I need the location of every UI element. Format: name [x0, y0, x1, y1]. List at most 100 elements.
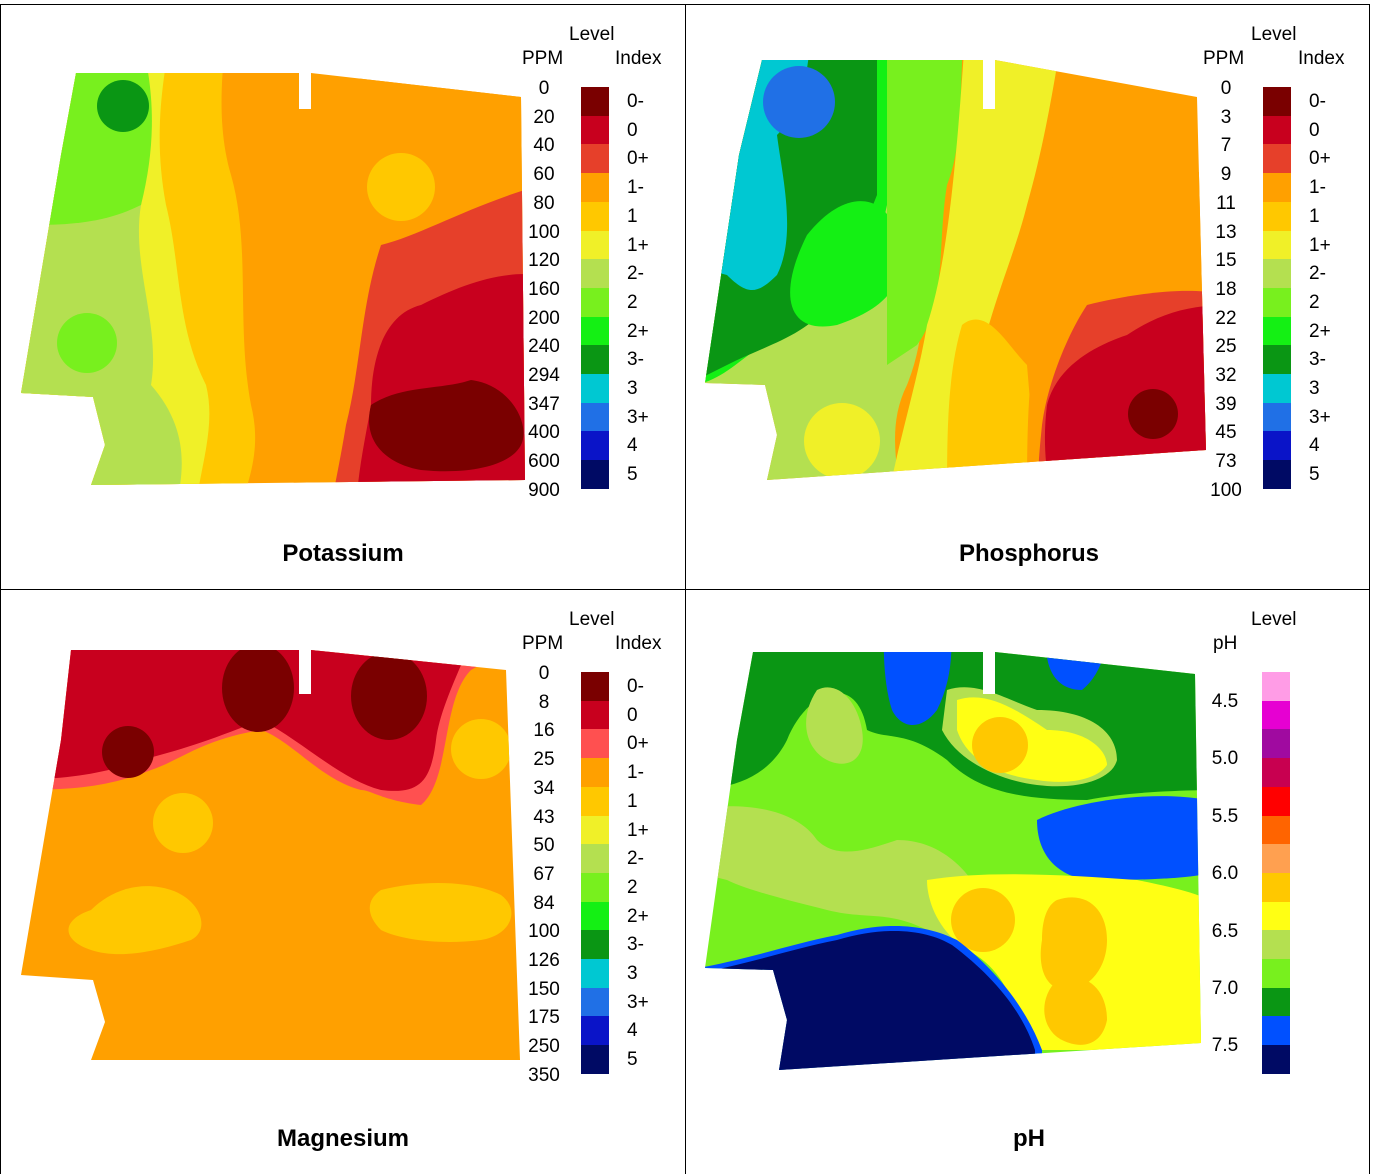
legend-value: 400: [528, 422, 560, 444]
legend-index: 3+: [1309, 406, 1331, 428]
legend-index: 0+: [1309, 148, 1331, 170]
legend-value: 350: [528, 1064, 560, 1086]
legend-swatch: [1262, 987, 1290, 1017]
legend-swatch: [581, 402, 609, 432]
legend-value: 60: [533, 164, 555, 186]
legend-index: 0: [1309, 119, 1320, 141]
legend-value: 6.0: [1211, 863, 1239, 885]
legend-index: 0+: [627, 148, 649, 170]
ph-legend-level-header: Level: [1251, 609, 1297, 630]
legend-swatch: [581, 345, 609, 375]
legend-value: 5.5: [1211, 805, 1239, 827]
legend-value: 15: [1215, 250, 1237, 272]
legend-swatch: [1262, 930, 1290, 960]
legend-value: 80: [533, 192, 555, 214]
legend-swatch: [581, 815, 609, 845]
legend-index: 2-: [627, 263, 644, 285]
ph-map: [705, 652, 1201, 1070]
legend-swatch: [1263, 460, 1291, 490]
panel-potassium: Level PPM Index 0 20 40 60 80 100 120 160 200 240…: [1, 5, 685, 590]
legend-swatch: [581, 230, 609, 260]
legend-swatch: [581, 115, 609, 145]
legend-index: 3: [627, 378, 638, 399]
legend-value: 600: [528, 451, 560, 473]
potassium-map: [21, 73, 525, 485]
legend-index: 2-: [1309, 263, 1326, 285]
magnesium-title: Magnesium: [276, 1125, 410, 1152]
legend-value: 34: [533, 777, 555, 799]
legend-swatch: [581, 316, 609, 346]
legend-swatch: [1262, 901, 1290, 931]
magnesium-legend-ppm-header: PPM: [522, 633, 564, 654]
phosphorus-legend-index-header: Index: [1298, 48, 1345, 69]
grid-divider-horizontal: [0, 589, 1370, 590]
legend-swatch: [1262, 1016, 1290, 1046]
ph-title: pH: [1013, 1125, 1045, 1152]
legend-value: 294: [528, 365, 560, 386]
legend-swatch: [581, 672, 609, 701]
legend-value: 5.0: [1211, 748, 1239, 770]
legend-swatch: [581, 758, 609, 788]
legend-value: 25: [533, 749, 555, 771]
legend-swatch: [1263, 144, 1291, 174]
legend-index: 3: [627, 963, 638, 984]
legend-value: 200: [528, 307, 560, 329]
legend-swatch: [1263, 374, 1291, 403]
legend-value: 25: [1215, 336, 1237, 358]
legend-value: 7: [1220, 135, 1232, 157]
legend-index: 1: [627, 790, 638, 812]
legend-swatch: [1262, 700, 1290, 730]
legend-value: 7.0: [1211, 978, 1239, 999]
legend-value: 20: [533, 106, 555, 128]
legend-swatch: [1262, 672, 1290, 701]
legend-swatch: [1263, 287, 1291, 317]
ph-legend-value-header: pH: [1213, 633, 1238, 654]
legend-index: 1-: [627, 177, 644, 199]
legend-index: 4: [627, 435, 638, 457]
legend-value: 126: [528, 950, 560, 971]
legend-value: 18: [1215, 278, 1237, 300]
legend-swatch: [581, 786, 609, 816]
legend-swatch: [1263, 345, 1291, 375]
legend-index: 1+: [627, 819, 649, 841]
legend-value: 100: [528, 921, 560, 943]
legend-value: 100: [528, 221, 560, 243]
legend-swatch: [1262, 872, 1290, 902]
legend-value: 40: [533, 135, 555, 157]
legend-swatch: [1263, 431, 1291, 461]
legend-index: 0-: [627, 676, 644, 697]
legend-index: 1+: [627, 234, 649, 256]
legend-index: 0: [627, 119, 638, 141]
legend-swatch: [1262, 758, 1290, 788]
legend-index: 3: [1309, 378, 1320, 399]
legend-index: 1+: [1309, 234, 1331, 256]
legend-swatch: [581, 201, 609, 231]
legend-value: 100: [1210, 479, 1242, 501]
legend-value: 11: [1216, 192, 1236, 214]
legend-value: 900: [528, 479, 560, 501]
legend-value: 347: [528, 393, 560, 415]
legend-index: 0-: [627, 91, 644, 112]
legend-value: 16: [533, 720, 555, 742]
legend-swatch: [581, 374, 609, 403]
legend-swatch: [581, 930, 609, 960]
legend-value: 175: [528, 1007, 560, 1029]
potassium-legend-level-header: Level: [569, 24, 615, 45]
legend-index: 4: [1309, 435, 1320, 457]
legend-swatch: [581, 1045, 609, 1075]
legend-index: 2: [627, 291, 638, 313]
phosphorus-title: Phosphorus: [958, 540, 1099, 567]
legend-value: 13: [1215, 221, 1237, 243]
legend-swatch: [581, 872, 609, 902]
legend-swatch: [581, 1016, 609, 1046]
legend-index: 0: [627, 704, 638, 726]
legend-swatch: [581, 460, 609, 490]
legend-swatch: [581, 259, 609, 289]
legend-value: 0: [538, 663, 550, 684]
legend-index: 2+: [1309, 320, 1331, 342]
legend-index: 1-: [1309, 177, 1326, 199]
legend-swatch: [581, 87, 609, 116]
legend-swatch: [581, 431, 609, 461]
legend-value: 9: [1220, 164, 1232, 186]
